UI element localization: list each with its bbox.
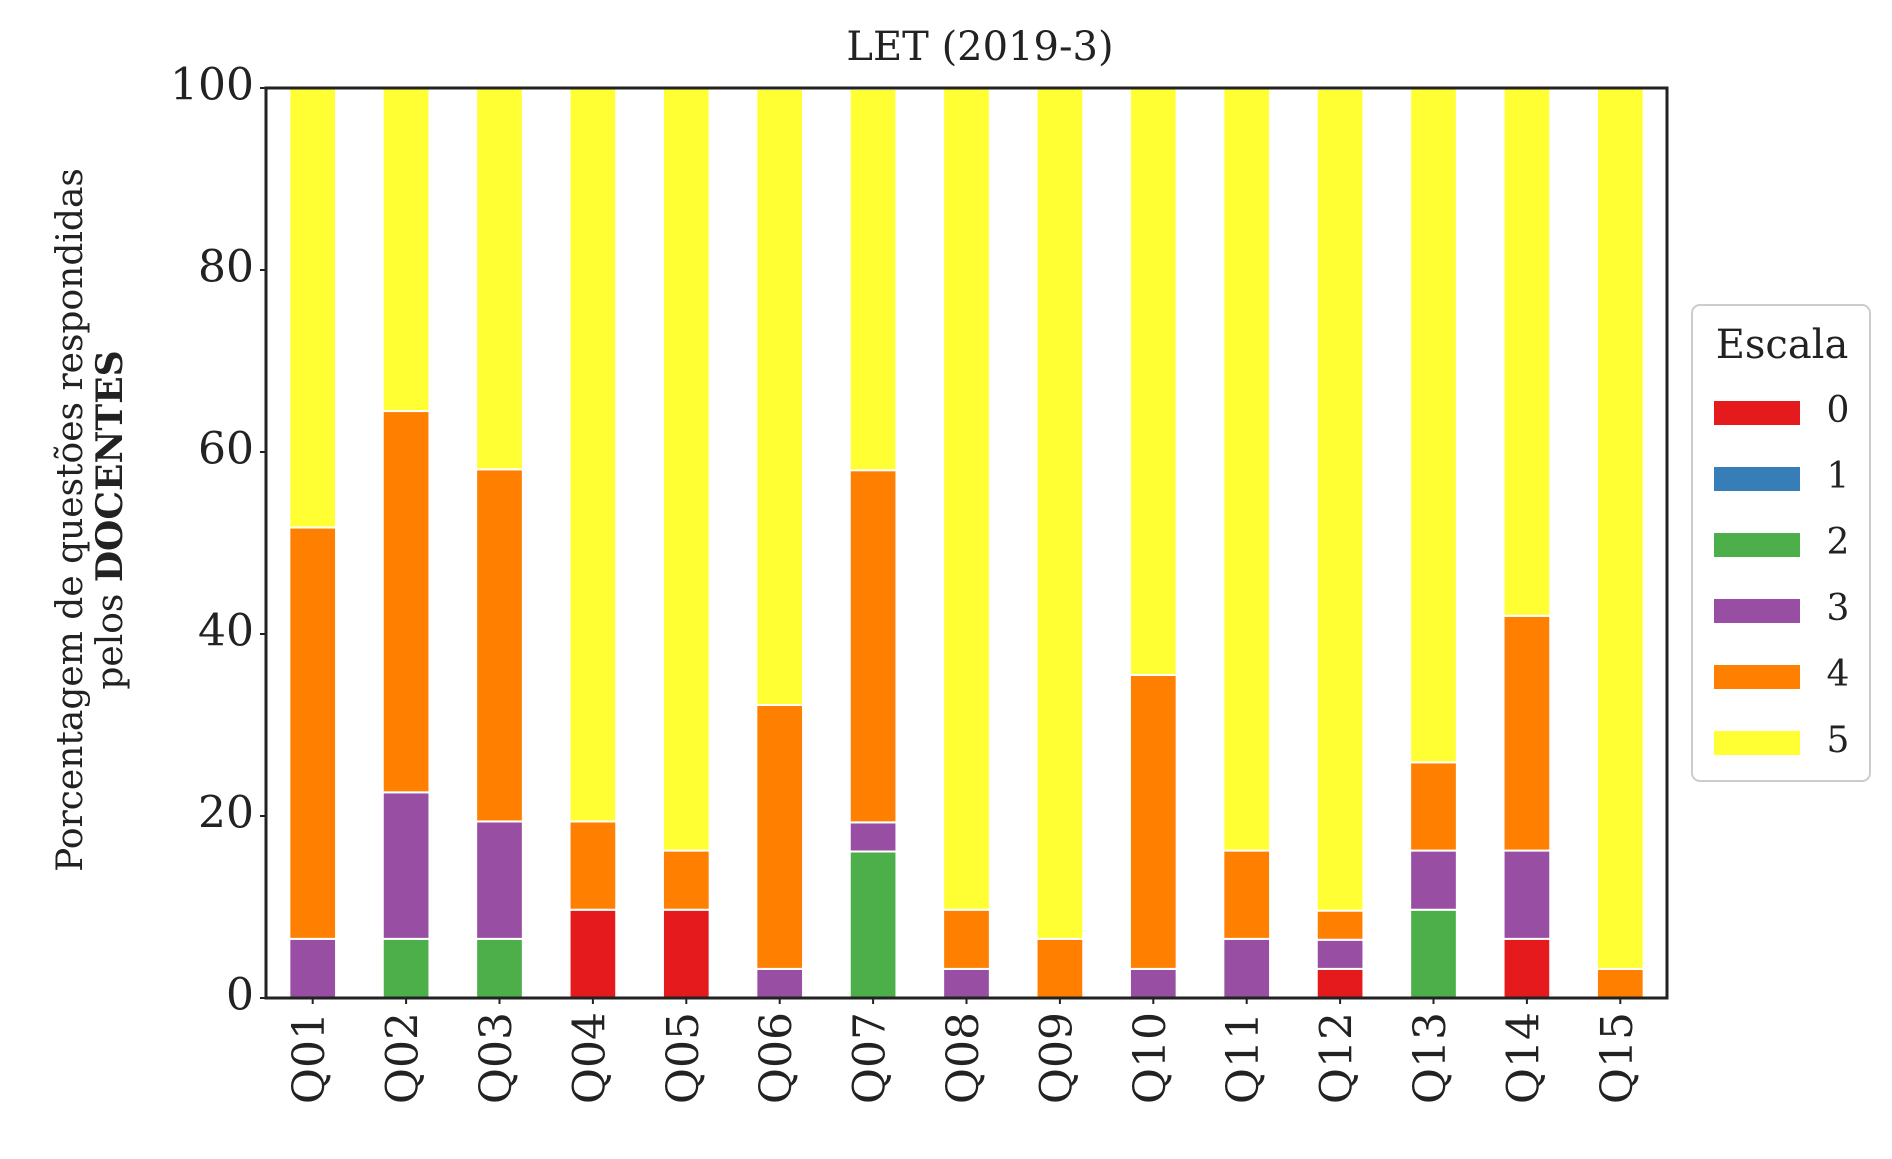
x-tick-label: Q02 <box>378 1012 429 1104</box>
y-tick-label: 80 <box>198 242 254 293</box>
legend-label-1: 1 <box>1827 456 1850 497</box>
bar-segment-Q08-escala-4 <box>942 908 991 970</box>
bar-segment-Q02-escala-2 <box>381 937 431 999</box>
bar-segment-Q07-escala-5 <box>848 87 898 472</box>
bar-segment-Q08-escala-5 <box>942 87 991 911</box>
bar-segment-Q01-escala-4 <box>288 526 338 940</box>
x-tick-label: Q06 <box>751 1012 802 1104</box>
x-tick-label: Q15 <box>1592 1012 1643 1104</box>
bar-segment-Q14-escala-3 <box>1502 849 1552 940</box>
bar-segment-Q05-escala-5 <box>661 86 711 852</box>
y-tick-label: 20 <box>198 788 254 839</box>
bar-segment-Q10-escala-5 <box>1128 87 1178 676</box>
legend-title: Escala <box>1716 322 1849 368</box>
bar-segment-Q02-escala-3 <box>381 791 431 940</box>
bar-segment-Q01-escala-5 <box>288 86 338 529</box>
x-tick-label: Q01 <box>284 1012 335 1104</box>
chart-title: LET (2019-3) <box>846 24 1113 70</box>
bar-segment-Q07-escala-2 <box>848 850 898 999</box>
x-tick-label: Q07 <box>845 1012 896 1104</box>
bar-segment-Q02-escala-4 <box>381 410 431 794</box>
bar-segment-Q10-escala-4 <box>1128 673 1178 970</box>
x-tick-label: Q13 <box>1405 1012 1456 1104</box>
x-tick-label: Q05 <box>658 1012 709 1104</box>
x-tick-label: Q12 <box>1312 1012 1363 1104</box>
legend-swatch-0 <box>1714 401 1800 425</box>
bar-segment-Q03-escala-3 <box>475 820 524 940</box>
bar-segment-Q15-escala-5 <box>1595 87 1645 970</box>
y-axis-label-prefix: pelos <box>90 582 131 689</box>
bar-segment-Q07-escala-3 <box>848 821 898 853</box>
x-tick-label: Q08 <box>938 1012 989 1104</box>
bar-segment-Q06-escala-3 <box>755 967 805 1000</box>
bar-segment-Q04-escala-0 <box>568 908 618 999</box>
bar-segment-Q03-escala-2 <box>475 937 524 999</box>
x-tick-label: Q04 <box>564 1012 615 1104</box>
bar-segment-Q12-escala-5 <box>1315 87 1365 912</box>
y-tick-label: 60 <box>198 424 254 475</box>
legend-swatch-3 <box>1714 599 1800 623</box>
legend-label-5: 5 <box>1827 720 1850 761</box>
y-tick-label: 100 <box>170 60 254 111</box>
bar-segment-Q15-escala-4 <box>1595 967 1645 1000</box>
x-ticks: Q01 Q02 Q03 Q04 Q05 Q06 Q07 Q08 Q09 Q10 Q11 Q12 Q13 Q… <box>284 998 1643 1104</box>
x-tick-label: Q09 <box>1031 1012 1082 1104</box>
bar-segment-Q13-escala-5 <box>1409 86 1458 764</box>
bar-segment-Q11-escala-3 <box>1222 937 1272 999</box>
bar-segment-Q13-escala-3 <box>1409 849 1458 911</box>
legend-swatch-5 <box>1714 731 1800 755</box>
bar-segment-Q05-escala-4 <box>661 849 711 911</box>
legend-swatch-4 <box>1714 665 1800 689</box>
bar-segment-Q14-escala-5 <box>1502 86 1552 617</box>
legend-label-4: 4 <box>1827 654 1850 695</box>
bar-segment-Q11-escala-4 <box>1222 849 1272 940</box>
bar-segment-Q06-escala-5 <box>755 87 805 706</box>
plot-frame <box>264 86 1669 1000</box>
y-tick-label: 40 <box>198 606 254 657</box>
bar-segment-Q05-escala-0 <box>661 908 711 999</box>
bar-segment-Q12-escala-0 <box>1315 967 1365 1000</box>
bar-segment-Q12-escala-3 <box>1315 938 1365 970</box>
bar-segment-Q06-escala-4 <box>755 703 805 970</box>
x-tick-label: Q03 <box>471 1012 522 1104</box>
bar-segment-Q09-escala-5 <box>1035 87 1085 940</box>
y-axis-label-line2: pelos DOCENTES <box>89 350 131 689</box>
bar-segment-Q10-escala-3 <box>1128 967 1178 1000</box>
bar-segment-Q14-escala-4 <box>1502 614 1552 852</box>
legend-items: 0 1 2 3 4 5 <box>1714 390 1849 761</box>
legend-label-3: 3 <box>1827 588 1850 629</box>
bars-layer <box>288 86 1645 1000</box>
bar-segment-Q14-escala-0 <box>1502 937 1552 999</box>
x-tick-label: Q10 <box>1125 1012 1176 1104</box>
y-axis-label-line1: Porcentagem de questões respondidas <box>50 168 91 872</box>
bar-segment-Q04-escala-5 <box>568 87 618 823</box>
bar-segment-Q03-escala-4 <box>475 468 524 823</box>
bar-segment-Q11-escala-5 <box>1222 86 1272 852</box>
legend-swatch-1 <box>1714 467 1800 491</box>
bar-segment-Q04-escala-4 <box>568 820 618 911</box>
x-tick-label: Q14 <box>1498 1012 1549 1104</box>
bar-segment-Q12-escala-4 <box>1315 909 1365 941</box>
legend: Escala 0 1 2 3 4 5 <box>1691 304 1871 782</box>
legend-label-2: 2 <box>1827 522 1850 563</box>
bar-segment-Q07-escala-4 <box>848 469 898 824</box>
legend-label-0: 0 <box>1827 390 1850 431</box>
x-tick-label: Q11 <box>1218 1012 1269 1104</box>
y-axis-label-bold: DOCENTES <box>89 350 131 582</box>
bar-segment-Q08-escala-3 <box>942 967 991 1000</box>
y-axis-label: Porcentagem de questões respondidas pelo… <box>50 168 131 872</box>
bar-segment-Q09-escala-4 <box>1035 937 1085 999</box>
y-ticks: 0 20 40 60 80 100 <box>170 60 266 1021</box>
bar-segment-Q03-escala-5 <box>475 87 524 471</box>
bar-segment-Q01-escala-3 <box>288 937 338 999</box>
legend-swatch-2 <box>1714 533 1800 557</box>
y-tick-label: 0 <box>226 970 254 1021</box>
bar-segment-Q13-escala-4 <box>1409 761 1458 852</box>
bar-segment-Q02-escala-5 <box>381 87 431 413</box>
bar-segment-Q13-escala-2 <box>1409 908 1458 999</box>
